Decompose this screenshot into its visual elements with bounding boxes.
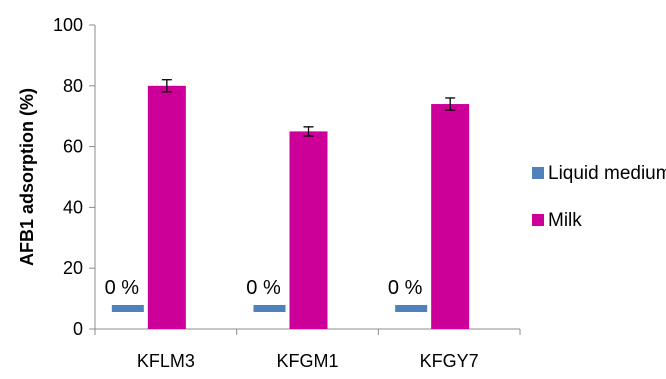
- y-tick-label: 100: [53, 15, 83, 35]
- y-tick-label: 40: [63, 197, 83, 217]
- legend-swatch: [532, 214, 544, 226]
- axes: 0 20 40 60 80 100 AFB1 adsorption (%) KFLM3 KFGM…: [17, 15, 521, 371]
- y-tick-label: 60: [63, 137, 83, 157]
- data-label-liquid-medium: 0 %: [246, 277, 281, 299]
- legend-label: Liquid medium: [548, 163, 666, 184]
- legend-label: Milk: [548, 210, 582, 231]
- bar-liquid-medium: [111, 305, 144, 312]
- legend: Liquid medium Milk: [532, 163, 666, 231]
- y-axis-title: AFB1 adsorption (%): [17, 88, 37, 266]
- x-tick-label: KFGY7: [420, 351, 479, 371]
- bar-liquid-medium: [395, 305, 428, 312]
- labels: 0 % 0 % 0 %: [105, 277, 423, 299]
- y-tick-label: 80: [63, 76, 83, 96]
- data-label-liquid-medium: 0 %: [105, 277, 140, 299]
- bars: [111, 79, 470, 329]
- bar-milk: [431, 104, 470, 329]
- bar-milk: [289, 131, 328, 329]
- x-tick-label: KFGM1: [276, 351, 338, 371]
- y-tick-label: 20: [63, 258, 83, 278]
- legend-swatch: [532, 167, 544, 179]
- bar-liquid-medium: [253, 305, 286, 312]
- bar-milk: [147, 85, 186, 329]
- x-tick-label: KFLM3: [137, 351, 195, 371]
- data-label-liquid-medium: 0 %: [388, 277, 423, 299]
- y-tick-label: 0: [73, 319, 83, 339]
